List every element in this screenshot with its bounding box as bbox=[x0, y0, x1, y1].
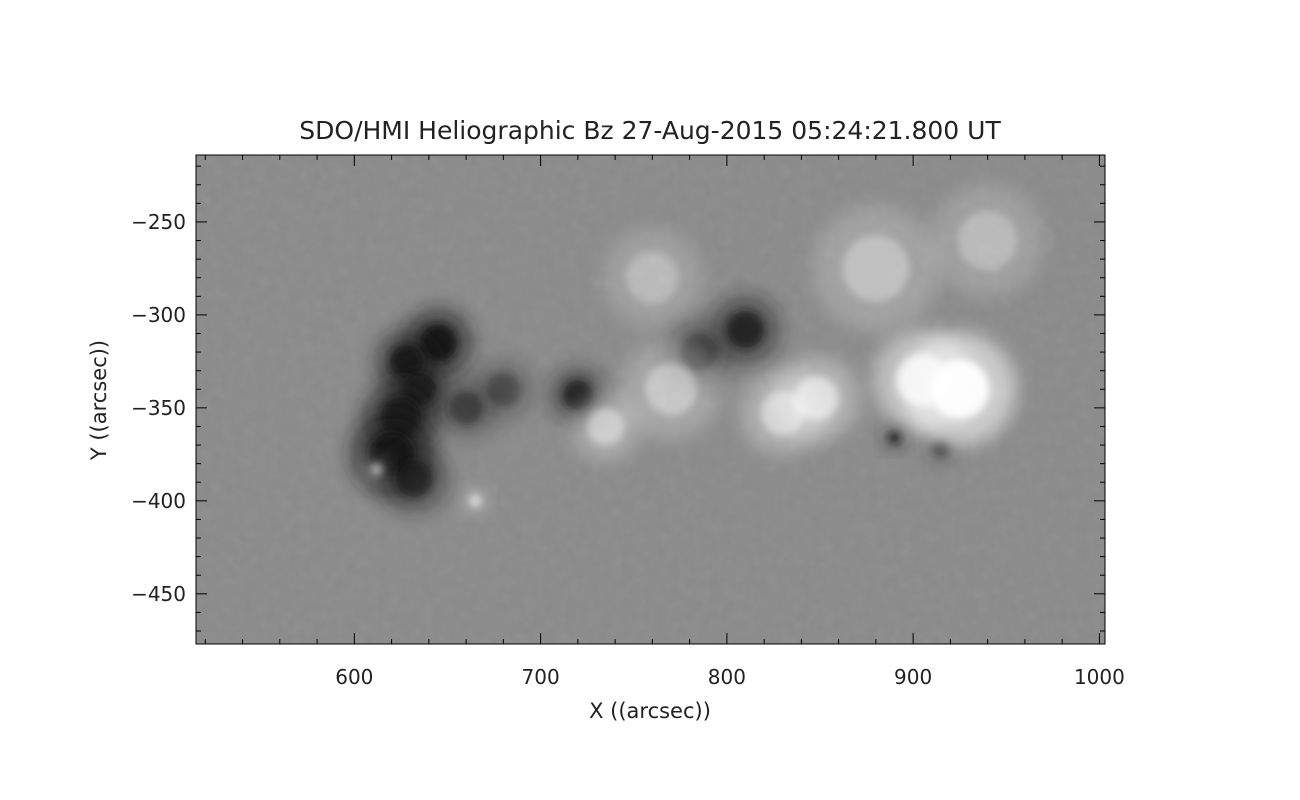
plot-frame bbox=[195, 154, 1106, 645]
positive-polarity-spot bbox=[957, 210, 1018, 271]
y-tick-labels: −250 −300 −350 −400 −450 bbox=[131, 210, 186, 606]
x-tick-labels: 600 700 800 900 1000 bbox=[335, 665, 1125, 689]
x-tick-label: 700 bbox=[522, 665, 560, 689]
positive-polarity-spot bbox=[469, 495, 481, 507]
positive-polarity-spot bbox=[842, 234, 910, 302]
negative-polarity-spot bbox=[888, 432, 901, 444]
x-tick-label: 1000 bbox=[1074, 665, 1125, 689]
x-tick-label: 800 bbox=[708, 665, 746, 689]
y-tick-label: −450 bbox=[131, 582, 186, 606]
negative-polarity-spot bbox=[395, 459, 433, 498]
x-axis-label: X ((arcsec)) bbox=[589, 699, 711, 723]
y-tick-label: −250 bbox=[131, 210, 186, 234]
positive-polarity-spot bbox=[644, 363, 698, 416]
positive-polarity-spot bbox=[626, 251, 679, 304]
y-tick-label: −350 bbox=[131, 396, 186, 420]
y-tick-label: −400 bbox=[131, 489, 186, 513]
x-tick-label: 900 bbox=[894, 665, 932, 689]
magnetic-field-features bbox=[349, 183, 1045, 514]
positive-polarity-spot bbox=[587, 407, 625, 446]
negative-polarity-spot bbox=[726, 311, 765, 349]
plot-area bbox=[196, 155, 1105, 644]
chart-title: SDO/HMI Heliographic Bz 27-Aug-2015 05:2… bbox=[299, 116, 1001, 145]
negative-polarity-spot bbox=[486, 372, 521, 407]
x-tick-label: 600 bbox=[335, 665, 373, 689]
positive-polarity-spot bbox=[371, 463, 383, 475]
positive-polarity-spot bbox=[896, 353, 949, 407]
negative-polarity-spot bbox=[933, 441, 949, 457]
axis-ticks bbox=[196, 155, 1105, 644]
positive-polarity-spot bbox=[760, 391, 806, 436]
y-tick-label: −300 bbox=[131, 303, 186, 327]
y-axis-label: Y ((arcsec)) bbox=[87, 340, 111, 461]
